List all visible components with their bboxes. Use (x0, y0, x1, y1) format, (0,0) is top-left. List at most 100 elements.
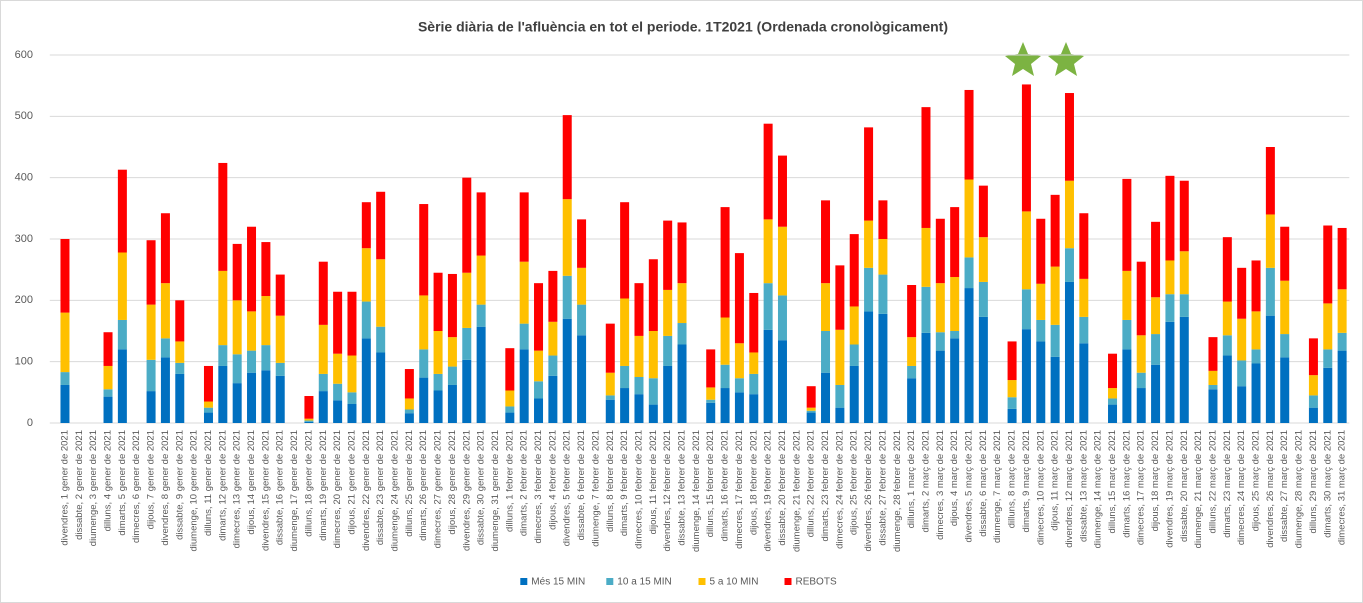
bar-segment (318, 324, 328, 374)
bar-segment (763, 329, 773, 423)
bar-segment (60, 384, 70, 423)
bar-segment (1265, 147, 1275, 215)
x-tick-label: diumenge, 21 febrer de 2021 (791, 430, 802, 552)
bar-segment (247, 226, 257, 312)
bar-segment (318, 373, 328, 392)
bar-segment (218, 270, 228, 346)
x-tick-label: diumenge, 31 gener de 2021 (490, 430, 501, 552)
bar-segment (1337, 227, 1347, 290)
x-tick-label: dilluns, 1 febrer de 2021 (504, 430, 515, 532)
bar-segment (404, 369, 414, 399)
bar-segment (1237, 267, 1247, 319)
bar-segment (1323, 367, 1333, 423)
bar-segment (1151, 297, 1161, 335)
bar-segment (777, 295, 787, 341)
bar-segment (663, 289, 673, 336)
bar-segment (476, 304, 486, 327)
y-tick-label: 300 (15, 233, 33, 245)
x-tick-label: divendres, 26 març de 2021 (1265, 430, 1276, 548)
bar-segment (562, 115, 572, 200)
bar-segment (605, 395, 615, 400)
bar-segment (1251, 363, 1261, 423)
bar-segment (1050, 356, 1060, 423)
bar-segment (318, 391, 328, 423)
x-tick-label: dimecres, 10 març de 2021 (1035, 430, 1046, 545)
x-tick-label: diumenge, 28 març de 2021 (1294, 430, 1305, 548)
y-tick-label: 600 (15, 49, 33, 61)
bar-segment (677, 222, 687, 284)
x-tick-label: dijous, 18 març de 2021 (1150, 430, 1161, 531)
legend-swatch (606, 578, 614, 585)
x-tick-label: diumenge, 14 març de 2021 (1093, 430, 1104, 548)
bar-segment (534, 381, 544, 399)
x-tick-label: dilluns, 18 gener de 2021 (303, 430, 314, 537)
x-tick-label: dimarts, 16 febrer de 2021 (720, 430, 731, 541)
bar-segment (476, 192, 486, 256)
bar-segment (849, 365, 859, 423)
bar-segment (634, 377, 644, 395)
bar-segment (1237, 360, 1247, 387)
x-tick-label: divendres, 1 gener de 2021 (59, 430, 70, 546)
x-tick-label: dijous, 11 març de 2021 (1050, 430, 1061, 531)
bar-segment (577, 335, 587, 423)
bar-segment (275, 274, 285, 316)
bar-segment (720, 207, 730, 318)
bar-segment (419, 377, 429, 423)
bar-segment (117, 252, 127, 320)
bar-segment (462, 177, 472, 273)
x-tick-label: dimarts, 23 març de 2021 (1222, 430, 1233, 538)
bar-segment (1280, 357, 1290, 423)
bar-segment (921, 286, 931, 333)
bar-segment (548, 321, 558, 356)
bar-segment (1308, 338, 1318, 376)
bar-segment (849, 306, 859, 345)
bar-segment (806, 386, 816, 408)
bar-segment (261, 242, 271, 297)
legend-swatch (698, 578, 706, 585)
bar-segment (878, 274, 888, 314)
x-tick-label: divendres, 26 febrer de 2021 (863, 430, 874, 551)
bar-segment (376, 191, 386, 260)
bar-segment (534, 398, 544, 423)
bar-segment (1222, 301, 1232, 336)
bar-segment (232, 383, 242, 423)
bar-segment (864, 267, 874, 312)
bar-segment (261, 345, 271, 371)
bar-segment (634, 335, 644, 377)
bar-segment (978, 316, 988, 423)
bar-segment (376, 259, 386, 327)
bar-segment (720, 388, 730, 423)
bar-segment (1036, 319, 1046, 342)
chart-title: Sèrie diària de l'afluència en tot el pe… (418, 19, 948, 35)
bar-segment (505, 412, 515, 423)
x-tick-label: dimecres, 17 març de 2021 (1136, 430, 1147, 545)
bar-segment (734, 392, 744, 423)
bar-segment (103, 396, 113, 423)
bar-segment (1179, 251, 1189, 295)
bar-segment (160, 283, 170, 339)
bar-segment (347, 291, 357, 356)
x-tick-label: dijous, 25 març de 2021 (1251, 430, 1262, 531)
bar-segment (1165, 294, 1175, 322)
bar-segment (247, 350, 257, 373)
x-tick-label: dissabte, 16 gener de 2021 (275, 430, 286, 545)
bar-segment (562, 318, 572, 423)
bar-segment (433, 390, 443, 423)
bar-segment (218, 345, 228, 366)
legend-label: 5 a 10 MIN (710, 577, 759, 588)
bar-segment (734, 343, 744, 379)
bar-segment (304, 420, 314, 422)
x-tick-label: dissabte, 20 febrer de 2021 (777, 430, 788, 546)
bar-segment (261, 296, 271, 346)
bar-segment (361, 202, 371, 249)
bar-segment (447, 337, 457, 367)
x-tick-label: dilluns, 11 gener de 2021 (203, 430, 214, 536)
bar-segment (1021, 289, 1031, 330)
bar-segment (935, 332, 945, 351)
bar-segment (821, 331, 831, 373)
x-tick-label: dimecres, 31 març de 2021 (1337, 430, 1348, 545)
x-tick-label: dimecres, 24 març de 2021 (1236, 430, 1247, 545)
x-tick-label: dissabte, 27 març de 2021 (1279, 430, 1290, 542)
bar-segment (620, 388, 630, 423)
bar-segment (1050, 324, 1060, 357)
